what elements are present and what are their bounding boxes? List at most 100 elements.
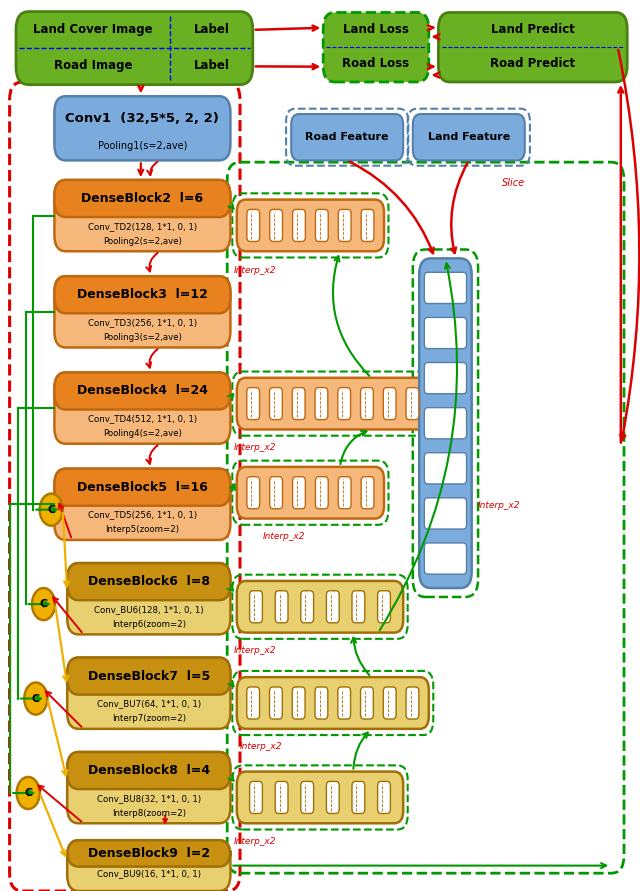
- FancyBboxPatch shape: [315, 388, 328, 420]
- Text: Conv_BU7(64, 1*1, 0, 1): Conv_BU7(64, 1*1, 0, 1): [97, 699, 201, 708]
- FancyBboxPatch shape: [326, 781, 339, 813]
- FancyBboxPatch shape: [292, 388, 305, 420]
- FancyBboxPatch shape: [438, 12, 627, 82]
- Text: Interp_x2: Interp_x2: [234, 266, 276, 275]
- Text: Road Predict: Road Predict: [490, 57, 575, 70]
- Text: DenseBlock9  l=2: DenseBlock9 l=2: [88, 847, 210, 860]
- Text: Interp_x2: Interp_x2: [262, 532, 305, 541]
- FancyBboxPatch shape: [383, 388, 396, 420]
- Text: Interp_x2: Interp_x2: [478, 501, 520, 511]
- FancyBboxPatch shape: [247, 388, 260, 420]
- FancyBboxPatch shape: [292, 209, 305, 241]
- Text: Road Loss: Road Loss: [342, 57, 410, 70]
- Text: Interp_x2: Interp_x2: [234, 837, 276, 846]
- Text: DenseBlock6  l=8: DenseBlock6 l=8: [88, 576, 210, 588]
- FancyBboxPatch shape: [54, 180, 230, 217]
- FancyBboxPatch shape: [424, 273, 467, 304]
- FancyBboxPatch shape: [291, 114, 403, 160]
- FancyBboxPatch shape: [275, 591, 288, 623]
- FancyBboxPatch shape: [269, 687, 282, 719]
- Text: Conv_TD3(256, 1*1, 0, 1): Conv_TD3(256, 1*1, 0, 1): [88, 318, 197, 327]
- Text: Land Loss: Land Loss: [343, 22, 409, 36]
- Text: Conv_BU9(16, 1*1, 0, 1): Conv_BU9(16, 1*1, 0, 1): [97, 869, 201, 878]
- FancyBboxPatch shape: [292, 477, 305, 509]
- FancyBboxPatch shape: [269, 477, 282, 509]
- FancyBboxPatch shape: [275, 781, 288, 813]
- FancyBboxPatch shape: [237, 467, 384, 519]
- FancyBboxPatch shape: [424, 407, 467, 438]
- FancyBboxPatch shape: [424, 363, 467, 394]
- FancyBboxPatch shape: [424, 317, 467, 348]
- FancyBboxPatch shape: [54, 372, 230, 410]
- FancyBboxPatch shape: [247, 209, 260, 241]
- FancyBboxPatch shape: [378, 591, 390, 623]
- FancyBboxPatch shape: [419, 258, 472, 588]
- Text: Interp5(zoom=2): Interp5(zoom=2): [106, 526, 179, 535]
- FancyBboxPatch shape: [269, 388, 282, 420]
- FancyBboxPatch shape: [16, 12, 253, 85]
- FancyBboxPatch shape: [378, 781, 390, 813]
- FancyBboxPatch shape: [247, 477, 260, 509]
- FancyBboxPatch shape: [54, 96, 230, 160]
- Text: Pooling2(s=2,ave): Pooling2(s=2,ave): [103, 237, 182, 246]
- Text: DenseBlock5  l=16: DenseBlock5 l=16: [77, 481, 208, 494]
- FancyBboxPatch shape: [67, 563, 230, 601]
- FancyBboxPatch shape: [360, 687, 373, 719]
- FancyBboxPatch shape: [424, 453, 467, 484]
- FancyBboxPatch shape: [301, 591, 314, 623]
- Text: Interp7(zoom=2): Interp7(zoom=2): [112, 715, 186, 723]
- FancyBboxPatch shape: [352, 781, 365, 813]
- Text: C: C: [24, 788, 32, 798]
- Text: C: C: [32, 693, 40, 704]
- Text: DenseBlock7  l=5: DenseBlock7 l=5: [88, 670, 210, 683]
- Text: Road Image: Road Image: [54, 59, 132, 72]
- FancyBboxPatch shape: [67, 752, 230, 789]
- FancyBboxPatch shape: [237, 581, 403, 633]
- FancyBboxPatch shape: [54, 372, 230, 444]
- FancyBboxPatch shape: [250, 781, 262, 813]
- FancyBboxPatch shape: [424, 498, 467, 529]
- FancyBboxPatch shape: [316, 209, 328, 241]
- Text: Land Predict: Land Predict: [491, 22, 575, 36]
- FancyBboxPatch shape: [361, 209, 374, 241]
- Text: Interp_x2: Interp_x2: [240, 742, 282, 751]
- Circle shape: [24, 683, 47, 715]
- Text: Label: Label: [193, 22, 229, 36]
- FancyBboxPatch shape: [406, 687, 419, 719]
- FancyBboxPatch shape: [315, 687, 328, 719]
- Circle shape: [32, 588, 55, 620]
- FancyBboxPatch shape: [67, 840, 230, 867]
- FancyBboxPatch shape: [237, 200, 384, 251]
- FancyBboxPatch shape: [383, 687, 396, 719]
- Text: Conv_TD4(512, 1*1, 0, 1): Conv_TD4(512, 1*1, 0, 1): [88, 414, 197, 423]
- FancyBboxPatch shape: [338, 388, 351, 420]
- FancyBboxPatch shape: [339, 209, 351, 241]
- FancyBboxPatch shape: [67, 658, 230, 695]
- FancyBboxPatch shape: [292, 687, 305, 719]
- FancyBboxPatch shape: [54, 180, 230, 251]
- FancyBboxPatch shape: [338, 687, 351, 719]
- Text: Conv1  (32,5*5, 2, 2): Conv1 (32,5*5, 2, 2): [65, 111, 220, 125]
- FancyBboxPatch shape: [301, 781, 314, 813]
- FancyBboxPatch shape: [323, 12, 429, 82]
- FancyBboxPatch shape: [269, 209, 282, 241]
- Text: DenseBlock4  l=24: DenseBlock4 l=24: [77, 385, 208, 397]
- FancyBboxPatch shape: [250, 591, 262, 623]
- Text: DenseBlock2  l=6: DenseBlock2 l=6: [81, 192, 204, 205]
- Text: C: C: [40, 599, 47, 609]
- FancyBboxPatch shape: [247, 687, 260, 719]
- FancyBboxPatch shape: [67, 563, 230, 634]
- FancyBboxPatch shape: [360, 388, 373, 420]
- Circle shape: [17, 777, 40, 809]
- FancyBboxPatch shape: [67, 658, 230, 729]
- FancyBboxPatch shape: [54, 276, 230, 314]
- FancyBboxPatch shape: [316, 477, 328, 509]
- Text: Interp_x2: Interp_x2: [234, 443, 276, 452]
- FancyBboxPatch shape: [67, 840, 230, 891]
- Text: Land Feature: Land Feature: [428, 132, 510, 143]
- FancyBboxPatch shape: [237, 772, 403, 823]
- Text: Conv_TD2(128, 1*1, 0, 1): Conv_TD2(128, 1*1, 0, 1): [88, 222, 197, 231]
- FancyBboxPatch shape: [361, 477, 374, 509]
- Text: Land Cover Image: Land Cover Image: [33, 22, 153, 36]
- FancyBboxPatch shape: [237, 677, 429, 729]
